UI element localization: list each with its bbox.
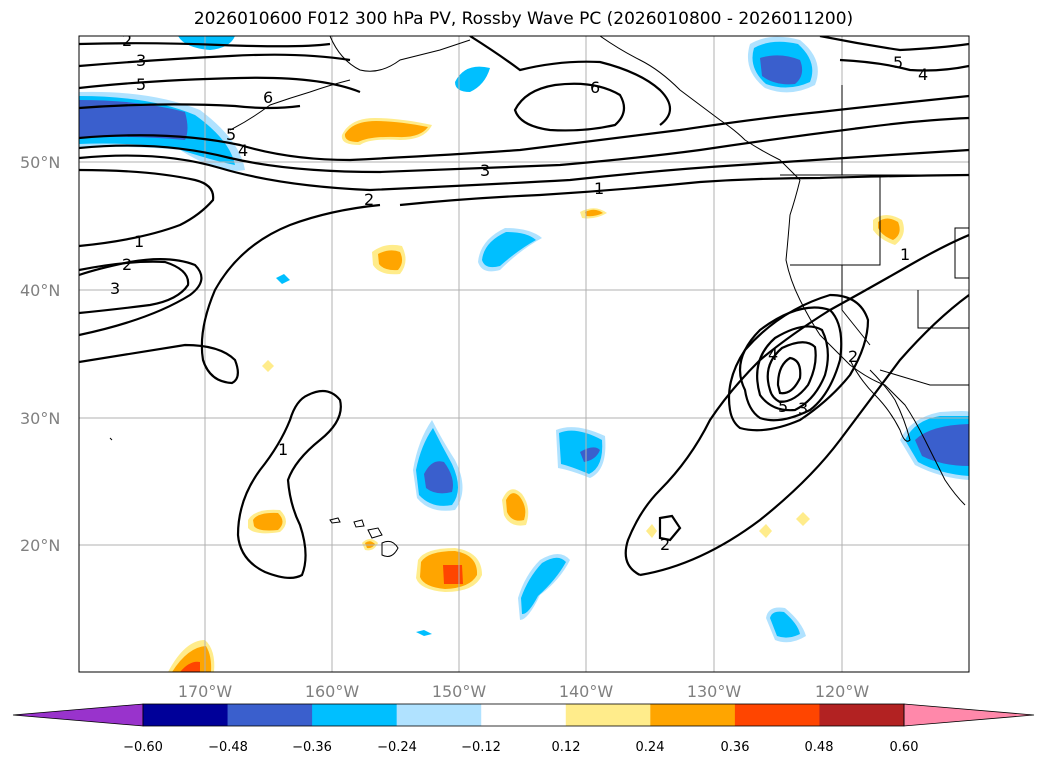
- colorbar-segment: [227, 704, 313, 726]
- svg-text:6: 6: [263, 88, 273, 107]
- svg-text:2: 2: [364, 190, 374, 209]
- svg-text:3: 3: [798, 399, 808, 418]
- svg-text:4: 4: [918, 65, 928, 84]
- svg-text:5: 5: [778, 397, 788, 416]
- colorbar: [12, 703, 1035, 727]
- svg-text:2: 2: [122, 31, 132, 50]
- map-frame: [78, 35, 970, 673]
- svg-text:1: 1: [134, 232, 144, 251]
- colorbar-segment: [312, 704, 398, 726]
- longitude-labels: 170°W 160°W 150°W 140°W 130°W 120°W: [178, 682, 870, 701]
- svg-text:6: 6: [590, 78, 600, 97]
- colorbar-tick: −0.12: [461, 740, 501, 755]
- colorbar-tick: −0.60: [123, 740, 163, 755]
- svg-text:5: 5: [136, 75, 146, 94]
- svg-text:2: 2: [660, 535, 670, 554]
- colorbar-segment: [565, 704, 651, 726]
- colorbar-segment: [650, 704, 736, 726]
- lon-label-160w: 160°W: [305, 682, 360, 701]
- graticule: [79, 36, 969, 672]
- lon-label-170w: 170°W: [178, 682, 233, 701]
- colorbar-segment: [143, 704, 229, 726]
- svg-text:1: 1: [278, 440, 288, 459]
- colorbar-tick: −0.48: [208, 740, 248, 755]
- lat-label-50n: 50°N: [20, 153, 60, 172]
- svg-text:2: 2: [122, 255, 132, 274]
- colorbar-tick: 0.36: [721, 740, 750, 755]
- svg-text:1: 1: [594, 179, 604, 198]
- svg-text:2: 2: [848, 347, 858, 366]
- svg-text:3: 3: [110, 279, 120, 298]
- svg-text:4: 4: [238, 141, 248, 160]
- colorbar-tick: 0.12: [552, 740, 581, 755]
- contour-labels: 2 3 5 6 5 4 6 5 4 3 1 2 1 2 3 1 1 4 5 3 …: [110, 31, 928, 554]
- coastlines: [109, 36, 969, 557]
- lon-label-130w: 130°W: [687, 682, 742, 701]
- colorbar-tick: 0.60: [890, 740, 919, 755]
- colorbar-tick: −0.24: [377, 740, 417, 755]
- svg-text:3: 3: [136, 51, 146, 70]
- map-title: 2026010600 F012 300 hPa PV, Rossby Wave …: [193, 9, 854, 29]
- svg-text:1: 1: [900, 245, 910, 264]
- colorbar-tick: 0.48: [805, 740, 834, 755]
- lon-label-150w: 150°W: [432, 682, 487, 701]
- lat-label-20n: 20°N: [20, 536, 60, 555]
- colorbar-tick: 0.24: [636, 740, 665, 755]
- svg-text:3: 3: [480, 161, 490, 180]
- rossby-wave-contours: [79, 36, 969, 579]
- colorbar-extend-high: [903, 703, 1035, 727]
- lon-label-120w: 120°W: [815, 682, 870, 701]
- colorbar-tick: −0.36: [292, 740, 332, 755]
- latitude-labels: 50°N 40°N 30°N 20°N: [20, 153, 60, 555]
- colorbar-extend-low: [12, 703, 144, 727]
- svg-text:4: 4: [768, 345, 778, 364]
- svg-text:5: 5: [226, 125, 236, 144]
- lon-label-140w: 140°W: [559, 682, 614, 701]
- colorbar-segment: [481, 704, 567, 726]
- colorbar-outline: [142, 703, 905, 727]
- colorbar-segment: [734, 704, 820, 726]
- colorbar-tick-labels: −0.60 −0.48 −0.36 −0.24 −0.12 0.12 0.24 …: [123, 740, 918, 755]
- lat-label-30n: 30°N: [20, 409, 60, 428]
- svg-text:5: 5: [893, 53, 903, 72]
- colorbar-segment: [819, 704, 905, 726]
- colorbar-segment: [396, 704, 482, 726]
- lat-label-40n: 40°N: [20, 281, 60, 300]
